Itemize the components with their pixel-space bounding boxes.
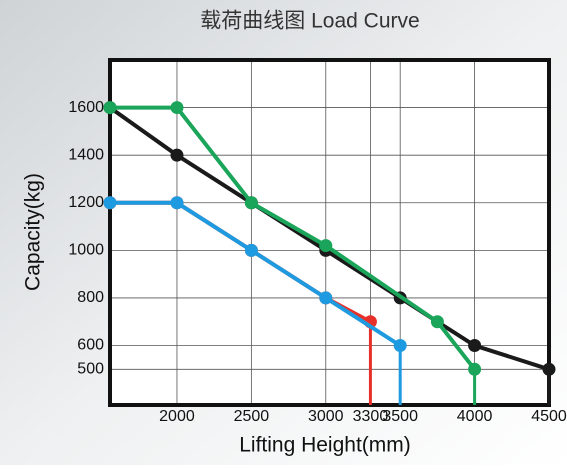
y-axis-label: Capacity(kg) [22, 173, 45, 291]
x-tick-label: 4500 [531, 408, 567, 425]
y-tick-label: 500 [77, 361, 104, 378]
x-axis-label: Lifting Height(mm) [239, 434, 411, 457]
data-point [542, 362, 556, 376]
data-point [468, 362, 482, 376]
data-point [244, 196, 258, 210]
data-point [170, 101, 184, 115]
y-tick-label: 1200 [68, 194, 104, 211]
y-tick-label: 800 [77, 289, 104, 306]
data-point [468, 339, 482, 353]
data-point [170, 196, 184, 210]
data-point [170, 148, 184, 162]
data-point [430, 315, 444, 329]
y-tick-label: 1000 [68, 242, 104, 259]
chart-title: 载荷曲线图 Load Curve [200, 10, 419, 33]
x-tick-label: 4000 [457, 408, 493, 425]
x-tick-label: 2500 [234, 408, 270, 425]
y-tick-label: 600 [77, 337, 104, 354]
x-tick-label: 3300 [353, 408, 389, 425]
y-tick-label: 1400 [68, 146, 104, 163]
x-tick-label: 3000 [308, 408, 344, 425]
y-tick-label: 1600 [68, 99, 104, 116]
plot-border [108, 58, 551, 407]
x-tick-label: 2000 [159, 408, 195, 425]
series-line [110, 105, 477, 371]
data-point [319, 239, 333, 253]
data-point [244, 243, 258, 257]
data-point [319, 291, 333, 305]
data-point [103, 101, 117, 115]
data-point [103, 196, 117, 210]
x-tick-label: 3500 [382, 408, 418, 425]
data-point [393, 339, 407, 353]
